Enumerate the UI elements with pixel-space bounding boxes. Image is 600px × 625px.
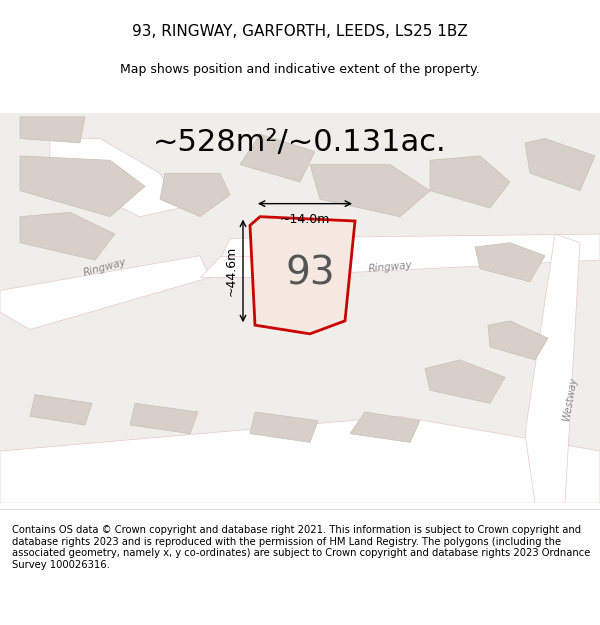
Polygon shape <box>430 156 510 208</box>
Text: ~44.6m: ~44.6m <box>224 246 238 296</box>
Polygon shape <box>350 412 420 442</box>
Text: Map shows position and indicative extent of the property.: Map shows position and indicative extent… <box>120 63 480 76</box>
Polygon shape <box>50 139 180 217</box>
Text: 93: 93 <box>285 254 335 292</box>
Text: 93, RINGWAY, GARFORTH, LEEDS, LS25 1BZ: 93, RINGWAY, GARFORTH, LEEDS, LS25 1BZ <box>132 24 468 39</box>
Polygon shape <box>20 156 145 217</box>
Polygon shape <box>20 213 115 260</box>
Polygon shape <box>0 256 210 329</box>
Polygon shape <box>130 403 198 434</box>
Polygon shape <box>240 134 315 182</box>
Polygon shape <box>525 234 580 503</box>
Polygon shape <box>220 234 600 278</box>
Polygon shape <box>200 256 255 278</box>
Text: Westway: Westway <box>561 376 579 422</box>
Polygon shape <box>250 412 318 442</box>
Polygon shape <box>475 242 545 282</box>
Polygon shape <box>0 416 600 503</box>
Polygon shape <box>160 173 230 217</box>
Polygon shape <box>20 117 85 143</box>
Text: ~528m²/~0.131ac.: ~528m²/~0.131ac. <box>153 128 447 158</box>
Text: Ringway: Ringway <box>82 256 128 278</box>
Polygon shape <box>488 321 548 360</box>
Text: ~14.0m: ~14.0m <box>280 213 330 226</box>
Text: Contains OS data © Crown copyright and database right 2021. This information is : Contains OS data © Crown copyright and d… <box>12 525 590 570</box>
Polygon shape <box>250 217 355 334</box>
Polygon shape <box>425 360 505 403</box>
Polygon shape <box>310 164 430 217</box>
Polygon shape <box>525 139 595 191</box>
Text: Ringway: Ringway <box>367 260 413 274</box>
Polygon shape <box>30 394 92 425</box>
